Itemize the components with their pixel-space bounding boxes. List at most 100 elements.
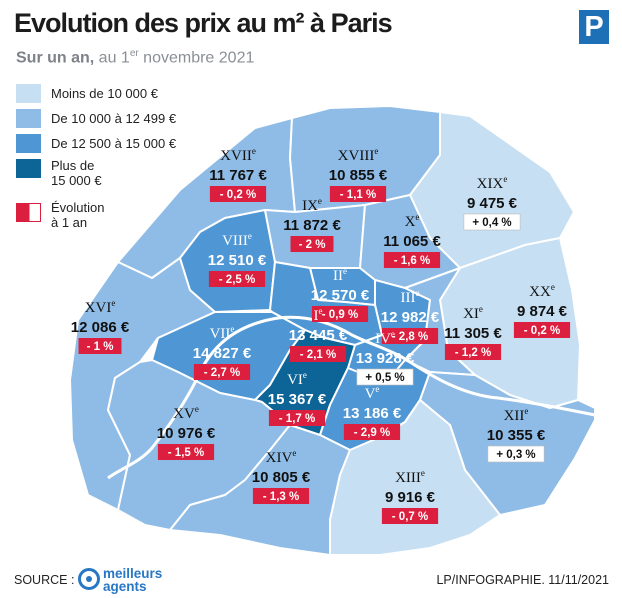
district-number-iii: IIIe	[401, 288, 420, 306]
change-badge-vi	[268, 410, 326, 426]
legend-label-5b: à 1 an	[51, 215, 88, 230]
district-change-xii: + 0,3 %	[496, 449, 535, 461]
district-label-iv: IVe 13 928 € + 0,5 %	[356, 329, 415, 386]
change-badge-viii	[208, 271, 266, 287]
change-badge-xvi	[78, 338, 122, 354]
district-number-xiii: XIIIe	[395, 468, 425, 486]
district-number-vii: VIIe	[210, 324, 235, 342]
district-change-xv: - 1,5 %	[168, 447, 204, 459]
change-badge-xvii	[209, 186, 267, 202]
district-label-viii: VIIIe 12 510 € - 2,5 %	[208, 231, 267, 287]
district-change-iv: + 0,5 %	[365, 372, 404, 384]
district-label-xv: XVe 10 976 € - 1,5 %	[157, 404, 216, 460]
change-badge-iii	[381, 328, 439, 344]
change-badge-xiii	[381, 508, 439, 524]
district-price-xiii: 9 916 €	[385, 489, 436, 506]
district-label-xx: XXe 9 874 € - 0,2 %	[513, 282, 571, 338]
district-change-i: - 2,1 %	[300, 349, 336, 361]
le-parisien-logo: P	[579, 10, 609, 44]
legend-swatch-4	[16, 159, 41, 178]
district-change-ii: - 0,9 %	[322, 309, 358, 321]
district-price-xix: 9 475 €	[467, 195, 518, 212]
district-label-ix: IXe 11 872 € - 2 %	[283, 196, 341, 252]
change-badge-ii	[311, 306, 369, 322]
district-change-xviii: - 1,1 %	[340, 189, 376, 201]
district-label-xviii: XVIIIe 10 855 € - 1,1 %	[329, 146, 388, 202]
district-number-xx: XXe	[529, 282, 555, 300]
district-number-xiv: XIVe	[266, 448, 297, 466]
district-label-xii: XIIe 10 355 € + 0,3 %	[487, 406, 546, 463]
legend-label-4a: Plus de	[51, 158, 95, 173]
district-number-xvii: XVIIe	[220, 146, 256, 164]
district-number-ix: IXe	[302, 196, 322, 214]
district-price-xii: 10 355 €	[487, 427, 546, 444]
district-price-x: 11 065 €	[383, 233, 441, 250]
district-label-xi: XIe 11 305 € - 1,2 %	[444, 304, 502, 360]
district-label-xix: XIXe 9 475 € + 0,4 %	[463, 174, 521, 231]
district-change-x: - 1,6 %	[394, 255, 430, 267]
district-change-xix: + 0,4 %	[472, 217, 511, 229]
legend-swatch-1	[16, 84, 41, 103]
district-price-xi: 11 305 €	[444, 325, 502, 342]
district-change-xvii: - 0,2 %	[220, 189, 256, 201]
change-badge-iv	[356, 368, 414, 386]
change-badge-xv	[157, 444, 215, 460]
district-change-viii: - 2,5 %	[219, 274, 255, 286]
legend-label-5a: Évolution	[51, 200, 105, 215]
subtitle-text-b: novembre 2021	[138, 49, 255, 67]
district-label-xiii: XIIIe 9 916 € - 0,7 %	[381, 468, 439, 524]
change-badge-ix	[290, 236, 334, 252]
district-price-xiv: 10 805 €	[252, 469, 311, 486]
legend-label-3: De 12 500 à 15 000 €	[51, 136, 177, 151]
district-change-xiii: - 0,7 %	[392, 511, 428, 523]
district-label-vii: VIIe 14 827 € - 2,7 %	[193, 324, 252, 380]
district-number-xii: XIIe	[504, 406, 529, 424]
page-title: Evolution des prix au m² à Paris	[14, 8, 393, 38]
district-price-ix: 11 872 €	[283, 217, 341, 234]
district-price-v: 13 186 €	[343, 405, 402, 422]
subtitle-sup: er	[129, 48, 139, 59]
district-price-xviii: 10 855 €	[329, 167, 388, 184]
change-badge-xi	[444, 344, 502, 360]
partner-name-line2: agents	[103, 579, 147, 594]
district-change-vi: - 1,7 %	[279, 413, 315, 425]
legend-swatch-5	[16, 203, 41, 222]
district-change-ix: - 2 %	[299, 239, 326, 251]
district-label-i: Ie 13 445 € - 2,1 %	[289, 306, 348, 362]
district-label-iii: IIIe 12 982 € - 2,8 %	[381, 288, 440, 344]
district-price-i: 13 445 €	[289, 327, 348, 344]
district-change-xi: - 1,2 %	[455, 347, 491, 359]
change-badge-xviii	[329, 186, 387, 202]
credit-line: LP/INFOGRAPHIE. 11/11/2021	[436, 573, 609, 587]
partner-name-line1: meilleurs	[103, 566, 163, 581]
change-badge-xx	[513, 322, 571, 338]
legend-label-2: De 10 000 à 12 499 €	[51, 111, 177, 126]
legend-swatch-3	[16, 134, 41, 153]
change-badge-xii	[487, 445, 545, 463]
change-badge-xix	[463, 213, 521, 231]
district-price-xv: 10 976 €	[157, 425, 216, 442]
district-change-iii: - 2,8 %	[392, 331, 428, 343]
subtitle-bold: Sur un an,	[16, 49, 95, 67]
change-badge-xiv	[252, 488, 310, 504]
district-change-xiv: - 1,3 %	[263, 491, 299, 503]
page-subtitle: Sur un an, au 1er novembre 2021	[16, 48, 254, 67]
district-price-viii: 12 510 €	[208, 252, 267, 269]
district-label-vi: VIe 15 367 € - 1,7 %	[268, 370, 327, 426]
district-number-iv: IVe	[375, 329, 395, 347]
meilleurs-agents-logo: meilleurs agents	[78, 566, 188, 594]
district-price-xvii: 11 767 €	[209, 167, 267, 184]
district-number-xviii: XVIIIe	[338, 146, 379, 164]
district-change-vii: - 2,7 %	[204, 367, 240, 379]
change-badge-x	[383, 252, 441, 268]
location-pin-icon	[78, 568, 100, 590]
district-price-ii: 12 570 €	[311, 287, 370, 304]
district-price-vi: 15 367 €	[268, 391, 327, 408]
change-badge-i	[289, 346, 347, 362]
district-number-xvi: XVIe	[85, 298, 116, 316]
district-price-xx: 9 874 €	[517, 303, 568, 320]
district-label-xvi: XVIe 12 086 € - 1 %	[71, 298, 130, 354]
